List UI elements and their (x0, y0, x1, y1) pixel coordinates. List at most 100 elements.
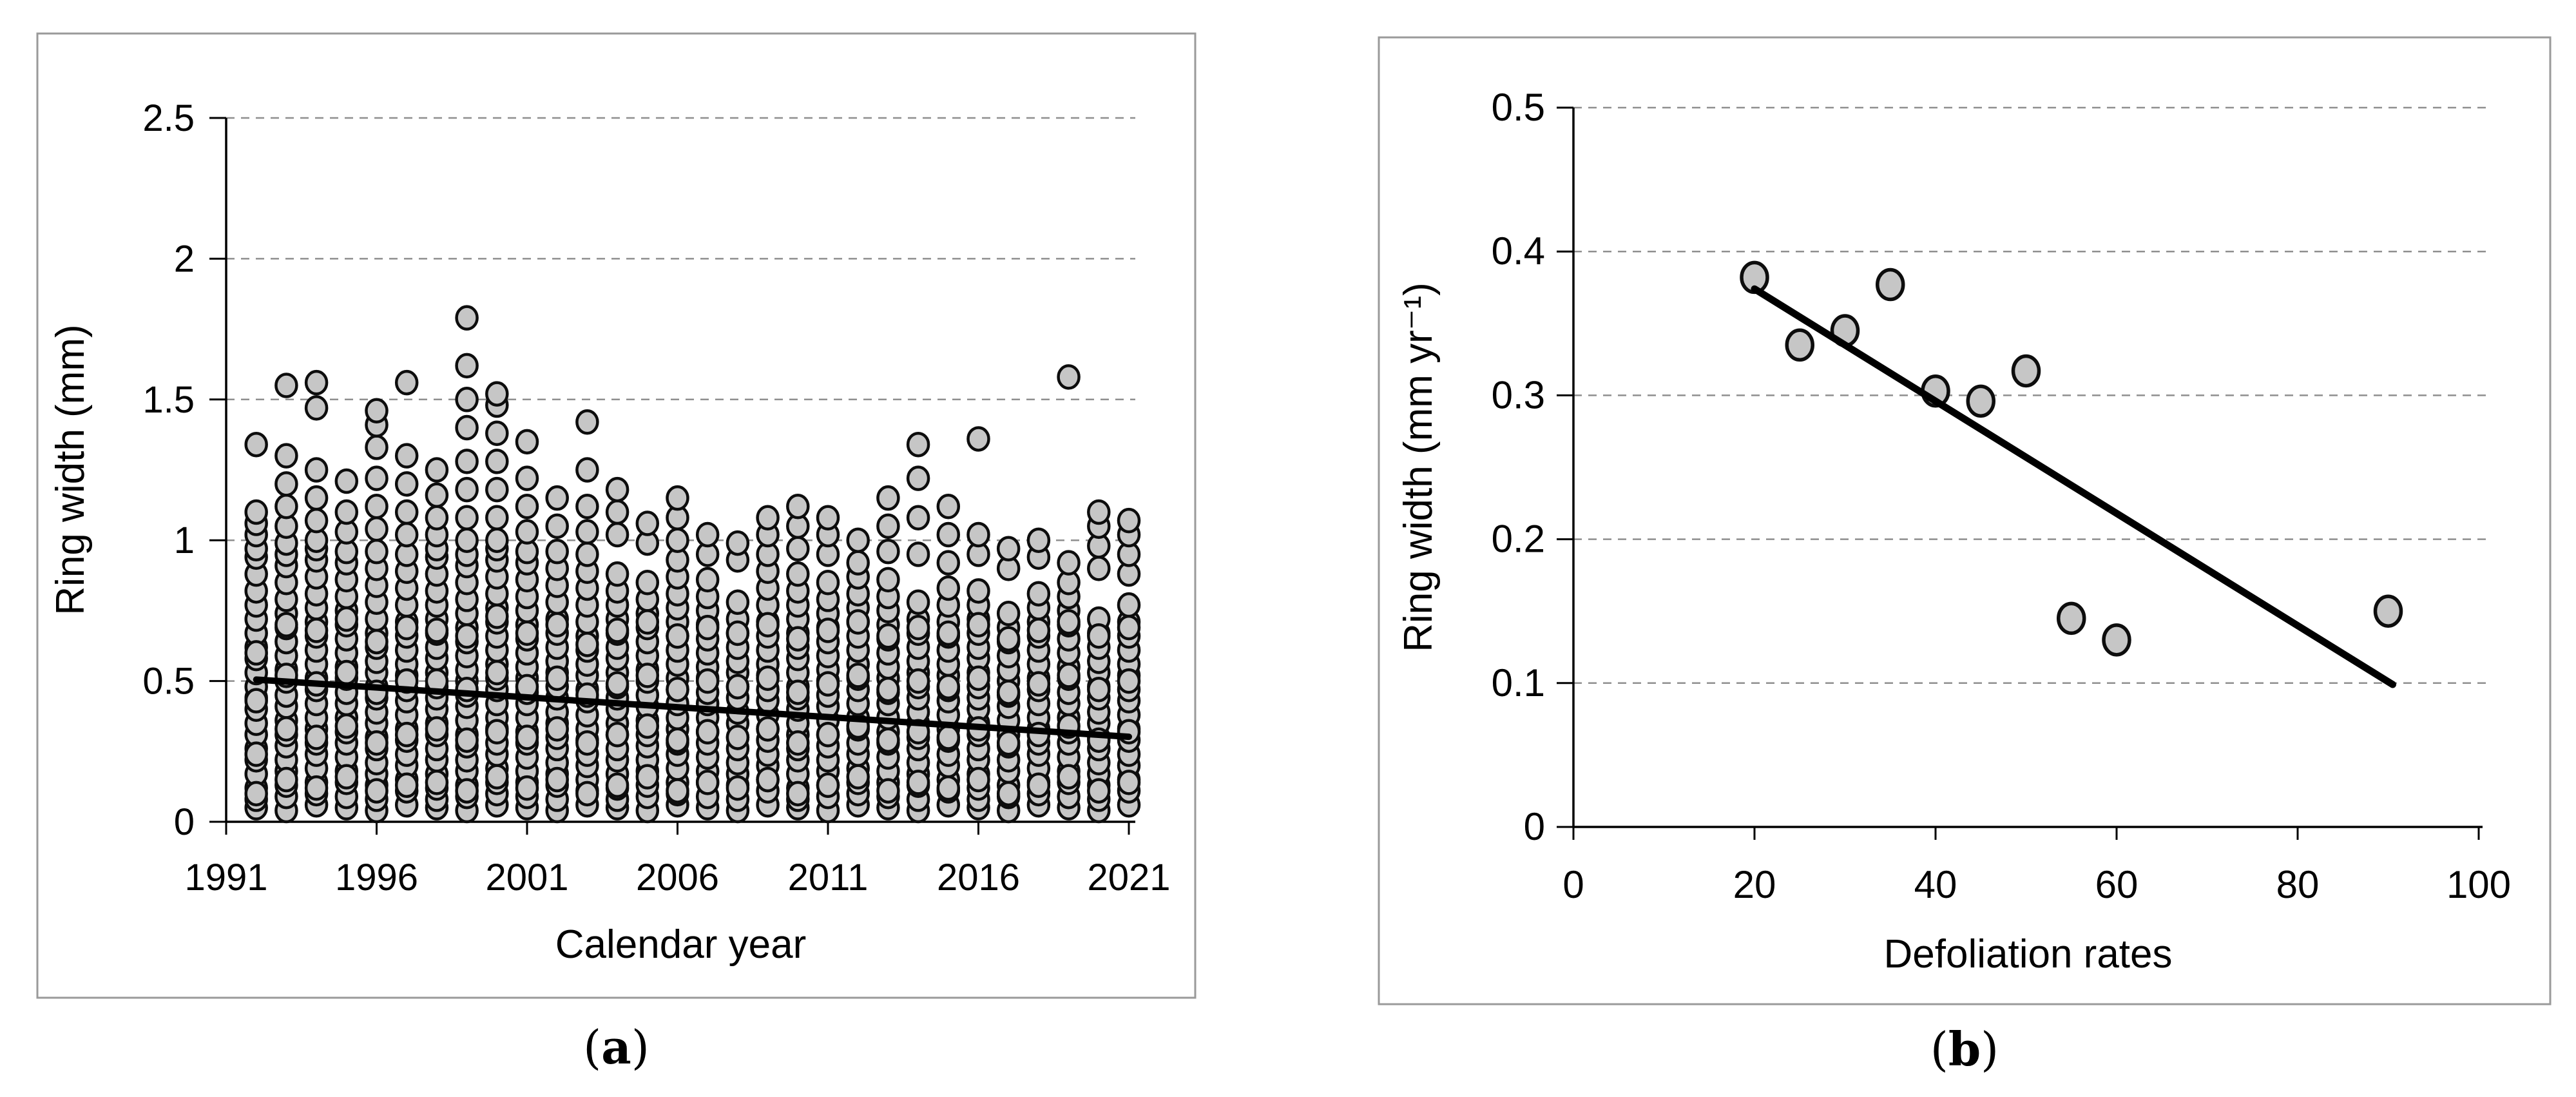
data-point-a (906, 465, 930, 491)
data-point-a (936, 620, 961, 646)
data-point-a (394, 369, 419, 396)
data-point-a (244, 688, 268, 714)
data-point-a (695, 614, 720, 641)
data-point-a (394, 521, 419, 548)
data-point-a (756, 505, 780, 531)
panel-border-b (1378, 36, 2552, 1005)
data-point-a (876, 567, 900, 593)
data-point-a (304, 724, 329, 750)
data-point-a (304, 457, 329, 483)
data-point-a (545, 513, 569, 539)
data-point-a (726, 775, 750, 801)
data-point-a (244, 431, 268, 458)
data-point-a (786, 536, 810, 562)
data-point-a (1087, 676, 1111, 703)
data-point-a (244, 741, 268, 767)
trend-line-a (253, 676, 1132, 741)
y-tick-label-a: 1 (174, 519, 195, 561)
data-point-a (575, 730, 599, 756)
data-point-a (455, 623, 479, 649)
data-point-a (966, 665, 990, 691)
data-point-a (365, 516, 389, 542)
data-point-a (485, 527, 509, 553)
data-point-a (1026, 617, 1051, 643)
data-point-a (695, 521, 720, 548)
y-axis-title-b: Ring width (mm yr⁻¹) (1396, 282, 1441, 652)
caption-b-close: ) (1981, 1022, 1999, 1076)
data-point-a (966, 612, 990, 637)
data-point-a (515, 519, 539, 545)
data-point-a (545, 665, 569, 691)
data-point-a (334, 764, 359, 790)
x-tick-label-a: 2011 (788, 857, 869, 898)
x-tick-label-b: 20 (1733, 863, 1776, 906)
data-point-a (756, 612, 780, 637)
data-point-a (1057, 364, 1081, 390)
data-point-a (425, 482, 449, 509)
data-point-a (605, 772, 630, 798)
data-point-b (2102, 623, 2131, 657)
data-point-b (1785, 328, 1814, 362)
data-point-a (695, 770, 720, 795)
data-point-a (816, 671, 840, 697)
data-point-a (455, 727, 479, 753)
data-point-a (635, 663, 660, 688)
data-point-a (635, 764, 660, 790)
data-point-a (304, 369, 329, 396)
y-tick-label-a: 0 (174, 801, 195, 843)
data-point-a (816, 569, 840, 596)
data-point-a (575, 457, 599, 483)
x-tick-label-a: 2006 (636, 857, 719, 898)
data-point-a (274, 373, 298, 398)
data-point-a (635, 609, 660, 635)
x-tick-label-b: 40 (1914, 863, 1957, 906)
data-point-a (936, 575, 961, 601)
caption-a-open: ( (583, 1020, 602, 1074)
data-point-a (996, 679, 1021, 705)
caption-a-letter: a (601, 1020, 631, 1074)
caption-a-close: ) (631, 1020, 649, 1074)
y-tick-label-b: 0 (1524, 805, 1545, 848)
data-point-a (726, 620, 750, 646)
x-tick-label-a: 2001 (485, 857, 568, 898)
data-point-a (485, 476, 509, 503)
data-point-a (365, 494, 389, 519)
data-point-a (605, 476, 630, 503)
data-point-a (365, 730, 389, 756)
data-point-b (1876, 267, 1905, 302)
x-tick-label-b: 0 (1562, 863, 1584, 906)
data-point-a (394, 772, 419, 798)
data-point-a (786, 561, 810, 587)
data-point-a (575, 781, 599, 807)
data-point-a (726, 674, 750, 700)
data-point-a (605, 617, 630, 643)
data-point-a (455, 414, 479, 441)
data-point-a (966, 766, 990, 793)
data-point-a (274, 716, 298, 742)
data-point-a (876, 538, 900, 565)
trend-line-b (1751, 285, 2397, 688)
data-point-a (635, 569, 660, 596)
data-point-a (1087, 623, 1111, 649)
data-point-a (334, 606, 359, 632)
data-point-a (666, 727, 689, 753)
caption-b-letter: b (1948, 1022, 1981, 1076)
data-point-a (1117, 770, 1141, 795)
data-point-b (2011, 354, 2041, 388)
data-point-a (1026, 581, 1051, 607)
data-point-a (816, 721, 840, 748)
data-point-a (1057, 764, 1081, 790)
data-point-b (1966, 384, 1995, 418)
data-point-a (666, 485, 689, 511)
data-point-a (485, 659, 509, 686)
data-point-a (425, 770, 449, 795)
data-point-a (485, 603, 509, 629)
data-point-a (304, 617, 329, 643)
data-point-a (996, 536, 1021, 562)
data-point-a (605, 671, 630, 697)
data-point-a (695, 668, 720, 694)
data-point-a (996, 730, 1021, 756)
data-point-a (605, 521, 630, 548)
data-point-a (515, 465, 539, 491)
data-point-a (304, 395, 329, 421)
